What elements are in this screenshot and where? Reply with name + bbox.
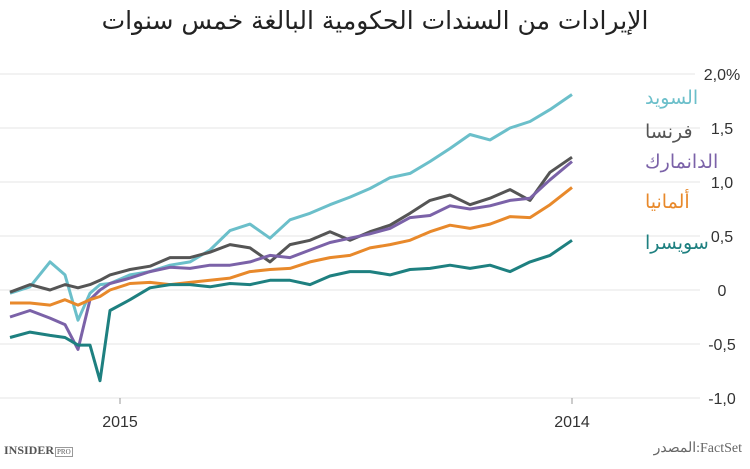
legend-label: السويد bbox=[645, 87, 698, 109]
insider-pro-logo: INSIDER PRO bbox=[4, 443, 73, 458]
series-line bbox=[9, 239, 573, 383]
source-note: المصدر:FactSet bbox=[653, 441, 742, 456]
x-tick-label: 2015 bbox=[102, 414, 138, 431]
logo-text: INSIDER bbox=[4, 443, 55, 457]
y-tick-label: -1,0 bbox=[708, 391, 736, 408]
series-line bbox=[10, 186, 573, 307]
y-tick-label: -0,5 bbox=[708, 337, 736, 354]
series-line bbox=[9, 155, 573, 294]
series-line bbox=[9, 160, 573, 351]
y-tick-label: 0,5 bbox=[711, 229, 733, 246]
legend-label: ألمانيا bbox=[645, 189, 690, 213]
legend-label: الدانمارك bbox=[645, 151, 718, 173]
y-tick-label: 1,0 bbox=[711, 175, 733, 192]
x-tick-label: 2014 bbox=[554, 414, 590, 431]
chart-title: الإيرادات من السندات الحكومية البالغة خم… bbox=[101, 6, 649, 35]
logo-badge: PRO bbox=[55, 447, 73, 457]
legend-label: سويسرا bbox=[645, 232, 709, 254]
legend-label: فرنسا bbox=[645, 121, 693, 143]
y-tick-label: 1,5 bbox=[711, 121, 733, 138]
y-tick-label: 2,0% bbox=[704, 67, 740, 84]
series-line bbox=[9, 93, 573, 322]
y-tick-label: 0 bbox=[718, 283, 727, 300]
